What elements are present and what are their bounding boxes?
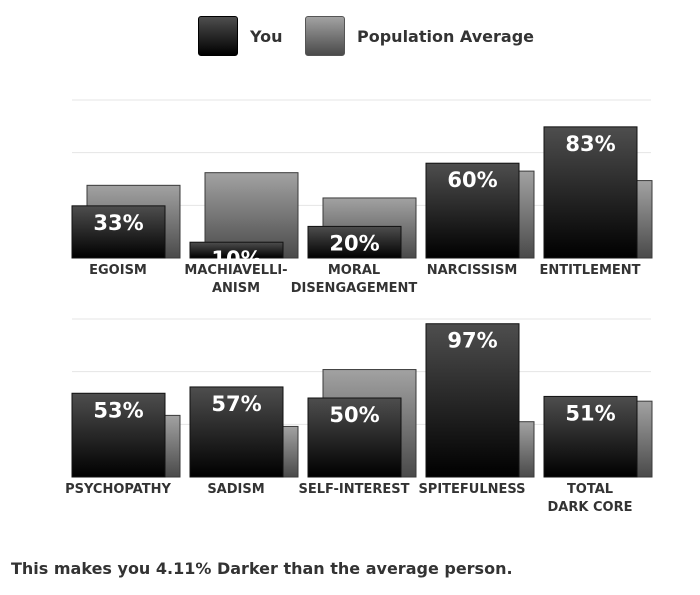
legend-label-population-average: Population Average: [357, 26, 535, 46]
value-label-egoism: 33%: [93, 211, 143, 235]
category-label-moral-disengagement: DISENGAGEMENT: [291, 281, 418, 296]
bar-you-psychopathy: [71, 392, 166, 478]
bar-you-egoism: [71, 205, 166, 259]
bar-you-spitefulness: [425, 323, 520, 478]
legend-label-you: You: [250, 26, 283, 46]
category-label-egoism: EGOISM: [89, 263, 147, 278]
legend-swatch-population-average: [305, 16, 345, 56]
category-label-self-interest: SELF-INTEREST: [299, 482, 410, 497]
value-label-machiavelli-anism: 10%: [211, 247, 261, 271]
value-label-self-interest: 50%: [329, 403, 379, 427]
category-label-moral-disengagement: MORAL: [328, 263, 380, 278]
bar-you-total-dark-core: [543, 395, 638, 478]
legend-item-you: You: [198, 16, 283, 56]
category-label-entitlement: ENTITLEMENT: [539, 263, 640, 278]
value-label-sadism: 57%: [211, 392, 261, 416]
chart-legend: You Population Average: [0, 0, 700, 70]
bar-you-sadism: [189, 386, 284, 478]
category-label-psychopathy: PSYCHOPATHY: [65, 482, 171, 497]
bar-you-entitlement: [543, 126, 638, 259]
category-label-machiavelli-anism: ANISM: [212, 281, 260, 296]
value-label-entitlement: 83%: [565, 132, 615, 156]
summary-text: This makes you 4.11% Darker than the ave…: [11, 559, 513, 578]
dark-core-bar-chart: 33% EGOISM 10%MACHIAVELLI- ANISM 20% MORAL DIS…: [65, 99, 653, 515]
category-label-spitefulness: SPITEFULNESS: [418, 482, 525, 497]
bar-you-machiavelli-anism: [189, 241, 284, 259]
legend-swatch-you: [198, 16, 238, 56]
category-label-total-dark-core: TOTAL: [567, 482, 613, 497]
value-label-psychopathy: 53%: [93, 398, 143, 422]
legend-item-population-average: Population Average: [305, 16, 534, 56]
value-label-total-dark-core: 51%: [565, 401, 615, 425]
category-label-narcissism: NARCISSISM: [427, 263, 518, 278]
value-label-spitefulness: 97%: [447, 329, 497, 353]
value-label-narcissism: 60%: [447, 168, 497, 192]
bar-you-moral-disengagement: [307, 225, 402, 259]
category-label-machiavelli-anism: MACHIAVELLI-: [184, 263, 287, 278]
category-label-sadism: SADISM: [207, 482, 264, 497]
bar-you-narcissism: [425, 162, 520, 259]
value-label-moral-disengagement: 20%: [329, 231, 379, 255]
bar-you-self-interest: [307, 397, 402, 478]
category-label-total-dark-core: DARK CORE: [548, 500, 633, 515]
